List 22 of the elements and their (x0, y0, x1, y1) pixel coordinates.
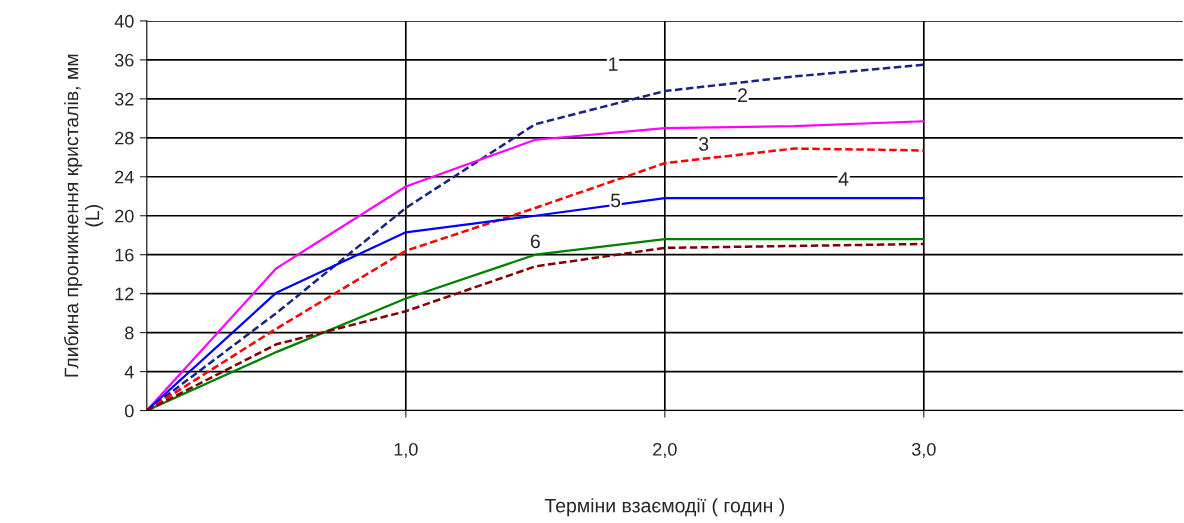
y-tick-label: 12 (115, 287, 134, 301)
annotation: 4 (838, 172, 849, 186)
y-tick-label: 24 (115, 170, 134, 184)
y-tick-label: 32 (114, 92, 134, 106)
annotation: 3 (699, 137, 709, 151)
x-tick-label: 3,0 (911, 442, 936, 458)
y-tick-label: 36 (114, 53, 134, 67)
y-tick-label: 40 (114, 14, 134, 28)
annotation: 1 (609, 57, 618, 71)
y-tick-label: 16 (115, 248, 134, 262)
y-axis-title: Глибина проникнення кристалів, мм (L) (63, 54, 104, 377)
x-tick-label: 1,0 (394, 442, 418, 458)
x-tick-label: 2,0 (653, 442, 677, 458)
y-tick-label: 0 (124, 404, 134, 418)
annotation: 6 (530, 234, 540, 249)
y-tick-label: 4 (124, 365, 134, 379)
y-tick-label: 20 (115, 209, 134, 223)
annotation: 2 (738, 88, 747, 102)
annotation: 5 (610, 193, 621, 208)
x-axis-title: Терміни взаємодії ( годин ) (544, 498, 785, 517)
y-tick-label: 28 (115, 131, 134, 145)
y-tick-label: 8 (125, 326, 134, 340)
